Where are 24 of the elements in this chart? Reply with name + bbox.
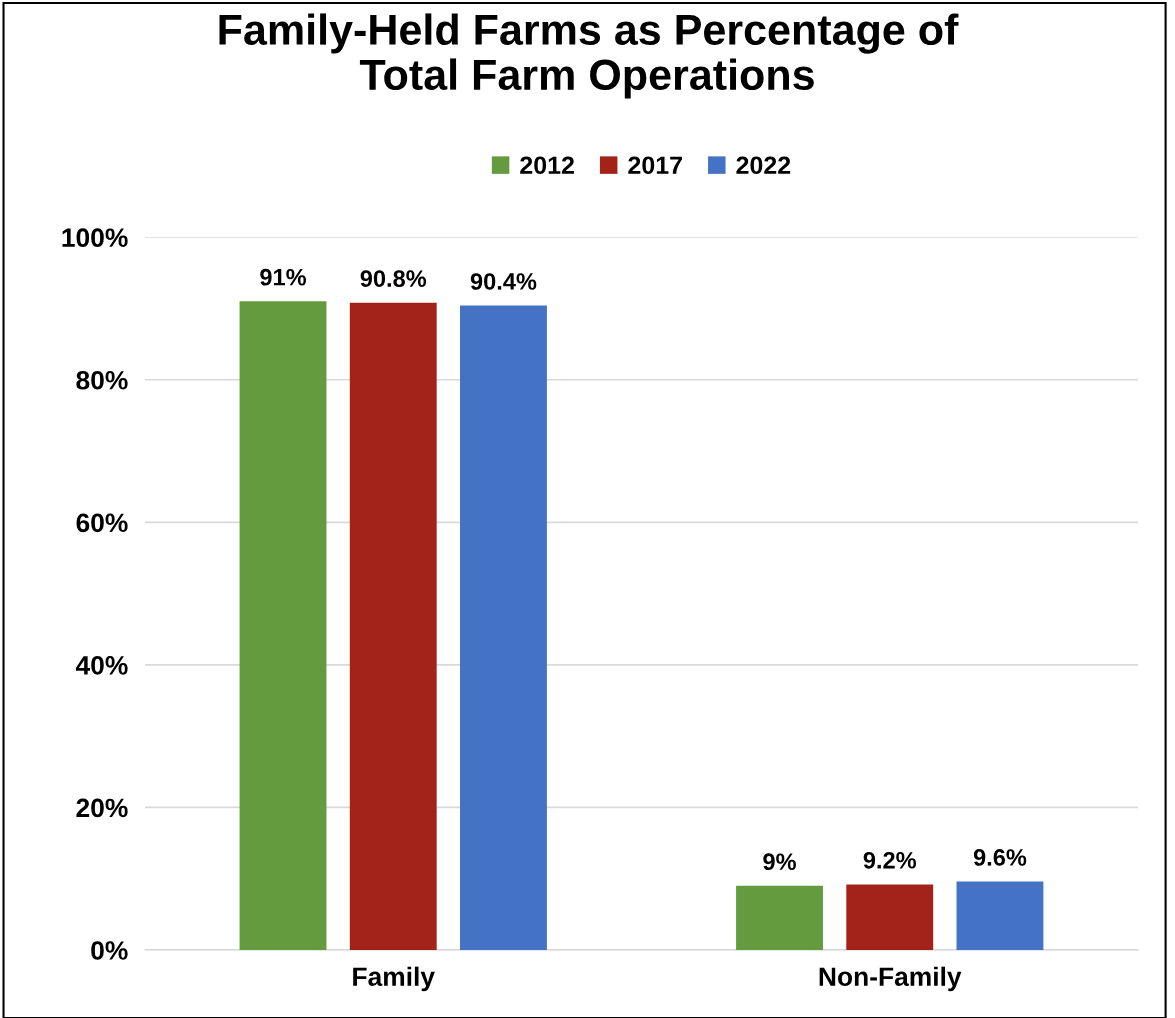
y-tick-label: 100%: [62, 228, 128, 248]
data-label: 9%: [763, 853, 796, 871]
y-tick-label: 60%: [76, 513, 128, 533]
x-tick-label: Non-Family: [819, 966, 962, 992]
data-label: 91%: [260, 268, 307, 286]
legend-label: 2022: [736, 156, 791, 175]
bar: [460, 305, 547, 950]
y-tick-label: 80%: [76, 370, 128, 390]
bar: [349, 302, 437, 950]
data-label: 90.8%: [360, 270, 427, 287]
bar: [846, 884, 934, 950]
y-tick-label: 20%: [76, 798, 128, 818]
bar: [956, 881, 1044, 950]
data-label: 90.4%: [470, 273, 537, 290]
data-label: 9.2%: [863, 851, 917, 869]
bar: [736, 885, 823, 950]
y-tick-label: 40%: [75, 656, 128, 675]
data-label: 9.6%: [973, 849, 1027, 866]
bar: [239, 301, 327, 950]
legend-label: 2017: [628, 156, 682, 175]
x-tick-label: Family: [353, 966, 435, 992]
legend-label: 2012: [520, 156, 574, 175]
y-tick-label: 0%: [91, 941, 128, 960]
chart-title: Family-Held Farms as Percentage of Total Farm Operations: [219, 13, 959, 99]
